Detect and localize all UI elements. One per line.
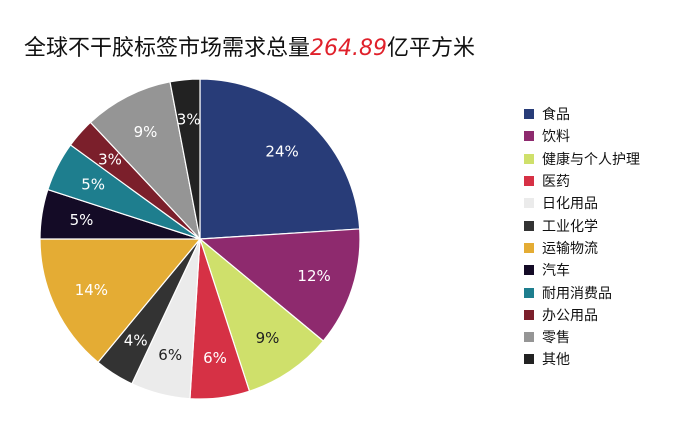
legend-label: 工业化学 xyxy=(542,218,598,235)
legend-label: 医药 xyxy=(542,174,570,191)
legend-item-10: 零售 xyxy=(524,326,640,348)
legend-label: 运输物流 xyxy=(542,240,598,257)
legend-swatch xyxy=(524,309,534,320)
legend-label: 日化用品 xyxy=(542,196,598,213)
pie-slice-label-7: 5% xyxy=(70,211,94,229)
chart-title-prefix: 全球不干胶标签市场需求总量 xyxy=(24,36,311,61)
chart-title: 全球不干胶标签市场需求总量264.89亿平方米 xyxy=(24,30,475,62)
legend-label: 饮料 xyxy=(542,129,570,146)
pie-slice-label-1: 12% xyxy=(297,267,330,285)
chart-title-value: 264.89 xyxy=(310,36,387,61)
pie-slice-label-10: 9% xyxy=(134,123,158,141)
pie-slice-label-2: 9% xyxy=(256,329,280,347)
legend-swatch xyxy=(524,198,534,209)
legend-item-8: 耐用消费品 xyxy=(524,281,640,303)
chart-legend: 食品饮料健康与个人护理 医药日化用品工业化学运输物流汽车耐用消费品办公用品零售其他 xyxy=(524,103,640,371)
legend-label: 零售 xyxy=(542,330,570,347)
pie-slice-label-5: 4% xyxy=(124,331,148,349)
pie-slice-label-4: 6% xyxy=(158,346,182,364)
legend-label: 健康与个人护理 xyxy=(542,151,640,168)
legend-item-2: 健康与个人护理 xyxy=(524,148,640,170)
legend-label: 其他 xyxy=(542,352,570,369)
legend-item-0: 食品 xyxy=(524,103,640,125)
pie-slice-label-11: 3% xyxy=(177,111,201,129)
legend-label: 汽车 xyxy=(542,263,570,280)
legend-swatch xyxy=(524,287,534,298)
pie-slice-label-8: 5% xyxy=(81,176,105,194)
pie-slice-10 xyxy=(89,81,201,241)
legend-item-9: 办公用品 xyxy=(524,304,640,326)
legend-swatch xyxy=(524,176,534,187)
legend-swatch xyxy=(524,354,534,365)
legend-item-7: 汽车 xyxy=(524,259,640,281)
pie-slice-label-6: 14% xyxy=(75,281,108,299)
pie-slice-2 xyxy=(198,237,325,392)
pie-slice-6 xyxy=(39,238,202,364)
legend-label: 耐用消费品 xyxy=(542,285,612,302)
pie-slice-1 xyxy=(198,228,361,342)
pie-labels: 24% 12% 9% 6% 6% 4% 14% 5% 5% 3% 9% 3% xyxy=(70,111,331,368)
legend-swatch xyxy=(524,109,534,120)
legend-swatch xyxy=(524,265,534,276)
legend-item-1: 饮料 xyxy=(524,125,640,147)
legend-swatch xyxy=(524,332,534,343)
legend-item-6: 运输物流 xyxy=(524,237,640,259)
pie-slices xyxy=(39,78,361,400)
pie-slice-label-0: 24% xyxy=(265,143,298,161)
legend-item-4: 日化用品 xyxy=(524,192,640,214)
chart-title-suffix: 亿平方米 xyxy=(387,36,476,61)
legend-swatch xyxy=(524,220,534,231)
pie-slice-0 xyxy=(199,78,361,240)
pie-slice-11 xyxy=(169,78,201,240)
legend-item-5: 工业化学 xyxy=(524,214,640,236)
legend-swatch xyxy=(524,242,534,253)
legend-item-11: 其他 xyxy=(524,348,640,370)
pie-slice-label-9: 3% xyxy=(98,151,122,169)
legend-label: 食品 xyxy=(542,107,570,124)
legend-swatch xyxy=(524,153,534,164)
pie-slice-label-3: 6% xyxy=(203,349,227,367)
legend-swatch xyxy=(524,131,534,142)
legend-item-3: 医药 xyxy=(524,170,640,192)
legend-label: 办公用品 xyxy=(542,307,598,324)
